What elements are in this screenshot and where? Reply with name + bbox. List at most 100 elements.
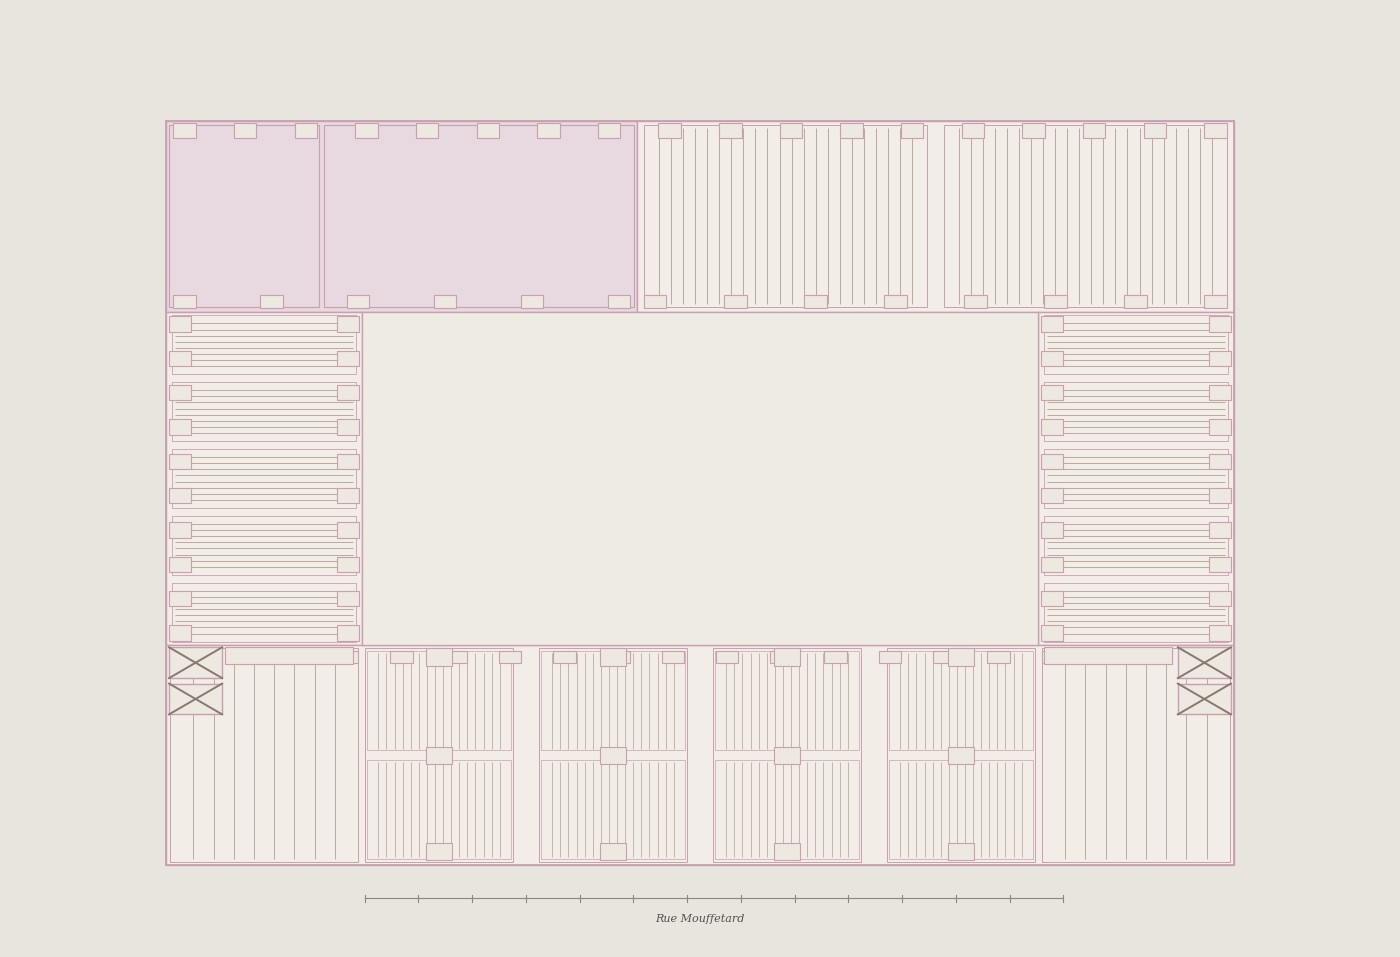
Bar [948,648,973,665]
Bar [172,315,356,374]
Bar [169,591,192,607]
Bar [608,296,630,308]
Bar [1044,583,1228,642]
Bar [356,122,378,138]
Bar [774,843,799,860]
Bar [281,651,304,662]
Bar [1208,591,1231,607]
Bar [1044,647,1172,663]
Bar [644,125,927,307]
Bar [932,651,955,662]
Bar [774,648,799,665]
Bar [169,350,192,366]
Bar [542,760,685,859]
Bar [172,449,356,508]
Bar [1124,296,1147,308]
Bar [1042,419,1063,434]
Bar [637,121,1233,312]
Bar [445,651,468,662]
Bar [1044,382,1228,441]
Text: ff: ff [696,491,704,501]
Bar [174,122,196,138]
Bar [780,122,802,138]
Bar [553,651,575,662]
Bar [539,648,687,862]
Bar [325,125,634,307]
Bar [987,651,1009,662]
Bar [1042,557,1063,572]
Bar [337,385,358,400]
Bar [172,382,356,441]
Bar [1042,385,1063,400]
Bar [644,296,666,308]
Bar [662,651,685,662]
Bar [367,651,511,750]
Text: ___: ___ [693,455,707,464]
Bar [169,626,192,641]
Bar [962,122,984,138]
Bar [337,488,358,503]
Bar [1208,350,1231,366]
Bar [294,122,316,138]
Bar [1096,651,1119,662]
Bar [367,760,511,859]
Bar [1084,122,1106,138]
Bar [965,296,987,308]
Bar [169,385,192,400]
Bar [169,454,192,469]
Bar [601,843,626,860]
Text: Rue Mouffetard: Rue Mouffetard [655,914,745,924]
Bar [427,843,452,860]
Bar [601,648,626,665]
Bar [169,488,192,503]
Bar [1044,449,1228,508]
Bar [889,651,1033,750]
Bar [1208,557,1231,572]
Bar [337,626,358,641]
Bar [886,648,1036,862]
Bar [1208,316,1231,331]
Bar [521,296,543,308]
Bar [234,122,256,138]
Bar [948,843,973,860]
Bar [1042,626,1063,641]
Bar [902,122,924,138]
Bar [416,122,438,138]
Bar [598,122,620,138]
Bar [172,516,356,575]
Bar [840,122,862,138]
Bar [944,125,1226,307]
Bar [1208,385,1231,400]
Bar [228,651,249,662]
Bar [171,648,357,862]
Bar [1022,122,1044,138]
Bar [167,121,637,312]
Bar [169,523,192,538]
Bar [427,648,452,665]
Bar [715,651,738,662]
Bar [337,591,358,607]
Bar [601,746,626,764]
Bar [948,746,973,764]
Bar [608,651,630,662]
Bar [1208,454,1231,469]
Bar [169,419,192,434]
Bar [1042,523,1063,538]
Bar [1044,296,1067,308]
Bar [770,651,792,662]
Bar [713,648,861,862]
Bar [336,651,358,662]
Bar [427,746,452,764]
Bar [434,296,456,308]
Bar [364,648,514,862]
Bar [1043,648,1229,862]
Bar [337,557,358,572]
Text: Planchets du 1er et 2me étages.: Planchets du 1er et 2me étages. [616,440,784,450]
Bar [1151,651,1172,662]
Bar [825,651,847,662]
Bar [774,746,799,764]
Bar [1204,122,1226,138]
Bar [1144,122,1166,138]
Bar [169,683,223,714]
Bar [1042,350,1063,366]
